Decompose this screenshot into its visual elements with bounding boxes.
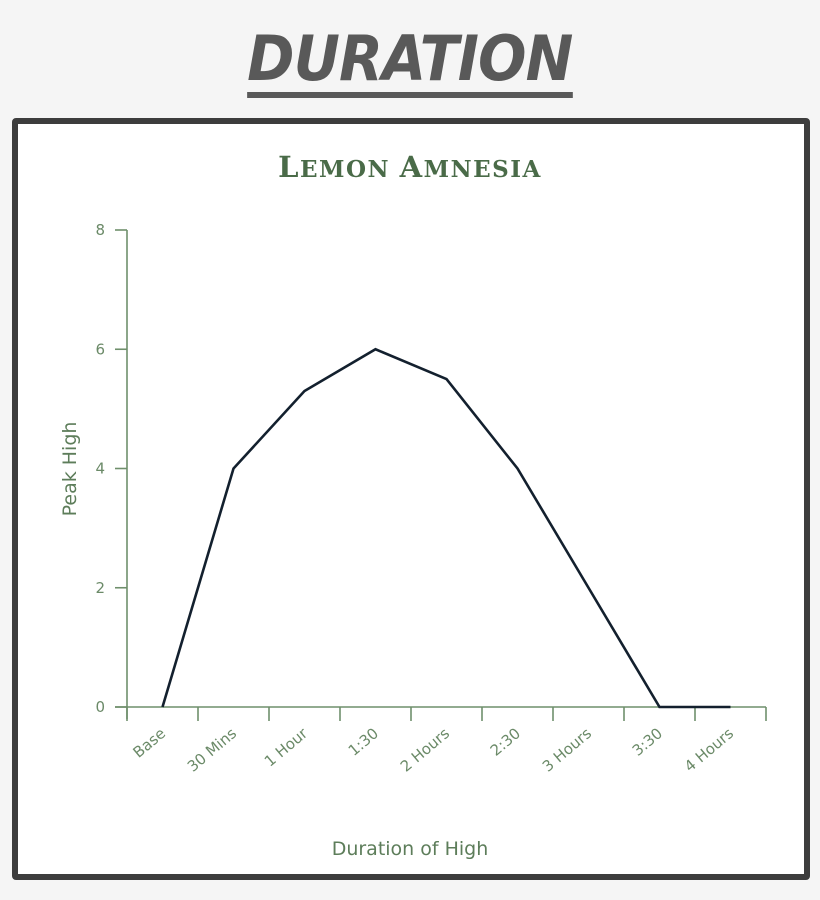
x-tick-label: 4 Hours (681, 724, 737, 775)
y-tick-label: 0 (95, 698, 105, 716)
x-axis: Base 30 Mins 1 Hour 1:30 2 Hours 2:30 3 Hours 3… (115, 706, 767, 776)
chart-title: LEMON AMNESIA (278, 150, 542, 184)
x-tick-label: 3 Hours (539, 724, 595, 775)
x-tick-label: 2:30 (487, 724, 524, 759)
x-tick-label: Base (130, 724, 170, 761)
series-line (161, 347, 731, 709)
page-title-text: DURATION (247, 28, 574, 98)
x-tick-label: 30 Mins (184, 724, 240, 775)
y-axis-label: Peak High (59, 422, 81, 517)
x-axis-label: Duration of High (332, 838, 489, 860)
y-axis: 0 2 4 6 8 (95, 221, 128, 719)
y-tick-label: 6 (95, 340, 105, 358)
chart-frame (12, 118, 810, 880)
y-tick-label: 4 (95, 460, 105, 478)
page-title: DURATION (0, 28, 820, 98)
x-tick-label: 2 Hours (397, 724, 453, 775)
y-tick-label: 2 (95, 579, 105, 597)
x-tick-label: 1 Hour (261, 724, 312, 771)
series-polyline (161, 347, 731, 709)
x-tick-label: 1:30 (345, 724, 382, 759)
x-tick-label: 3:30 (629, 724, 666, 759)
y-tick-label: 8 (95, 221, 105, 239)
